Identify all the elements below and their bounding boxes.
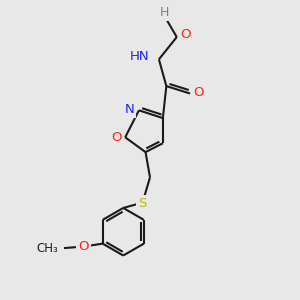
Text: O: O <box>193 85 204 98</box>
Text: O: O <box>78 240 88 253</box>
Text: S: S <box>138 197 147 210</box>
Text: HN: HN <box>130 50 149 63</box>
Text: O: O <box>111 131 122 144</box>
Text: H: H <box>160 6 170 19</box>
Text: N: N <box>124 103 134 116</box>
Text: CH₃: CH₃ <box>36 242 58 255</box>
Text: O: O <box>180 28 190 40</box>
